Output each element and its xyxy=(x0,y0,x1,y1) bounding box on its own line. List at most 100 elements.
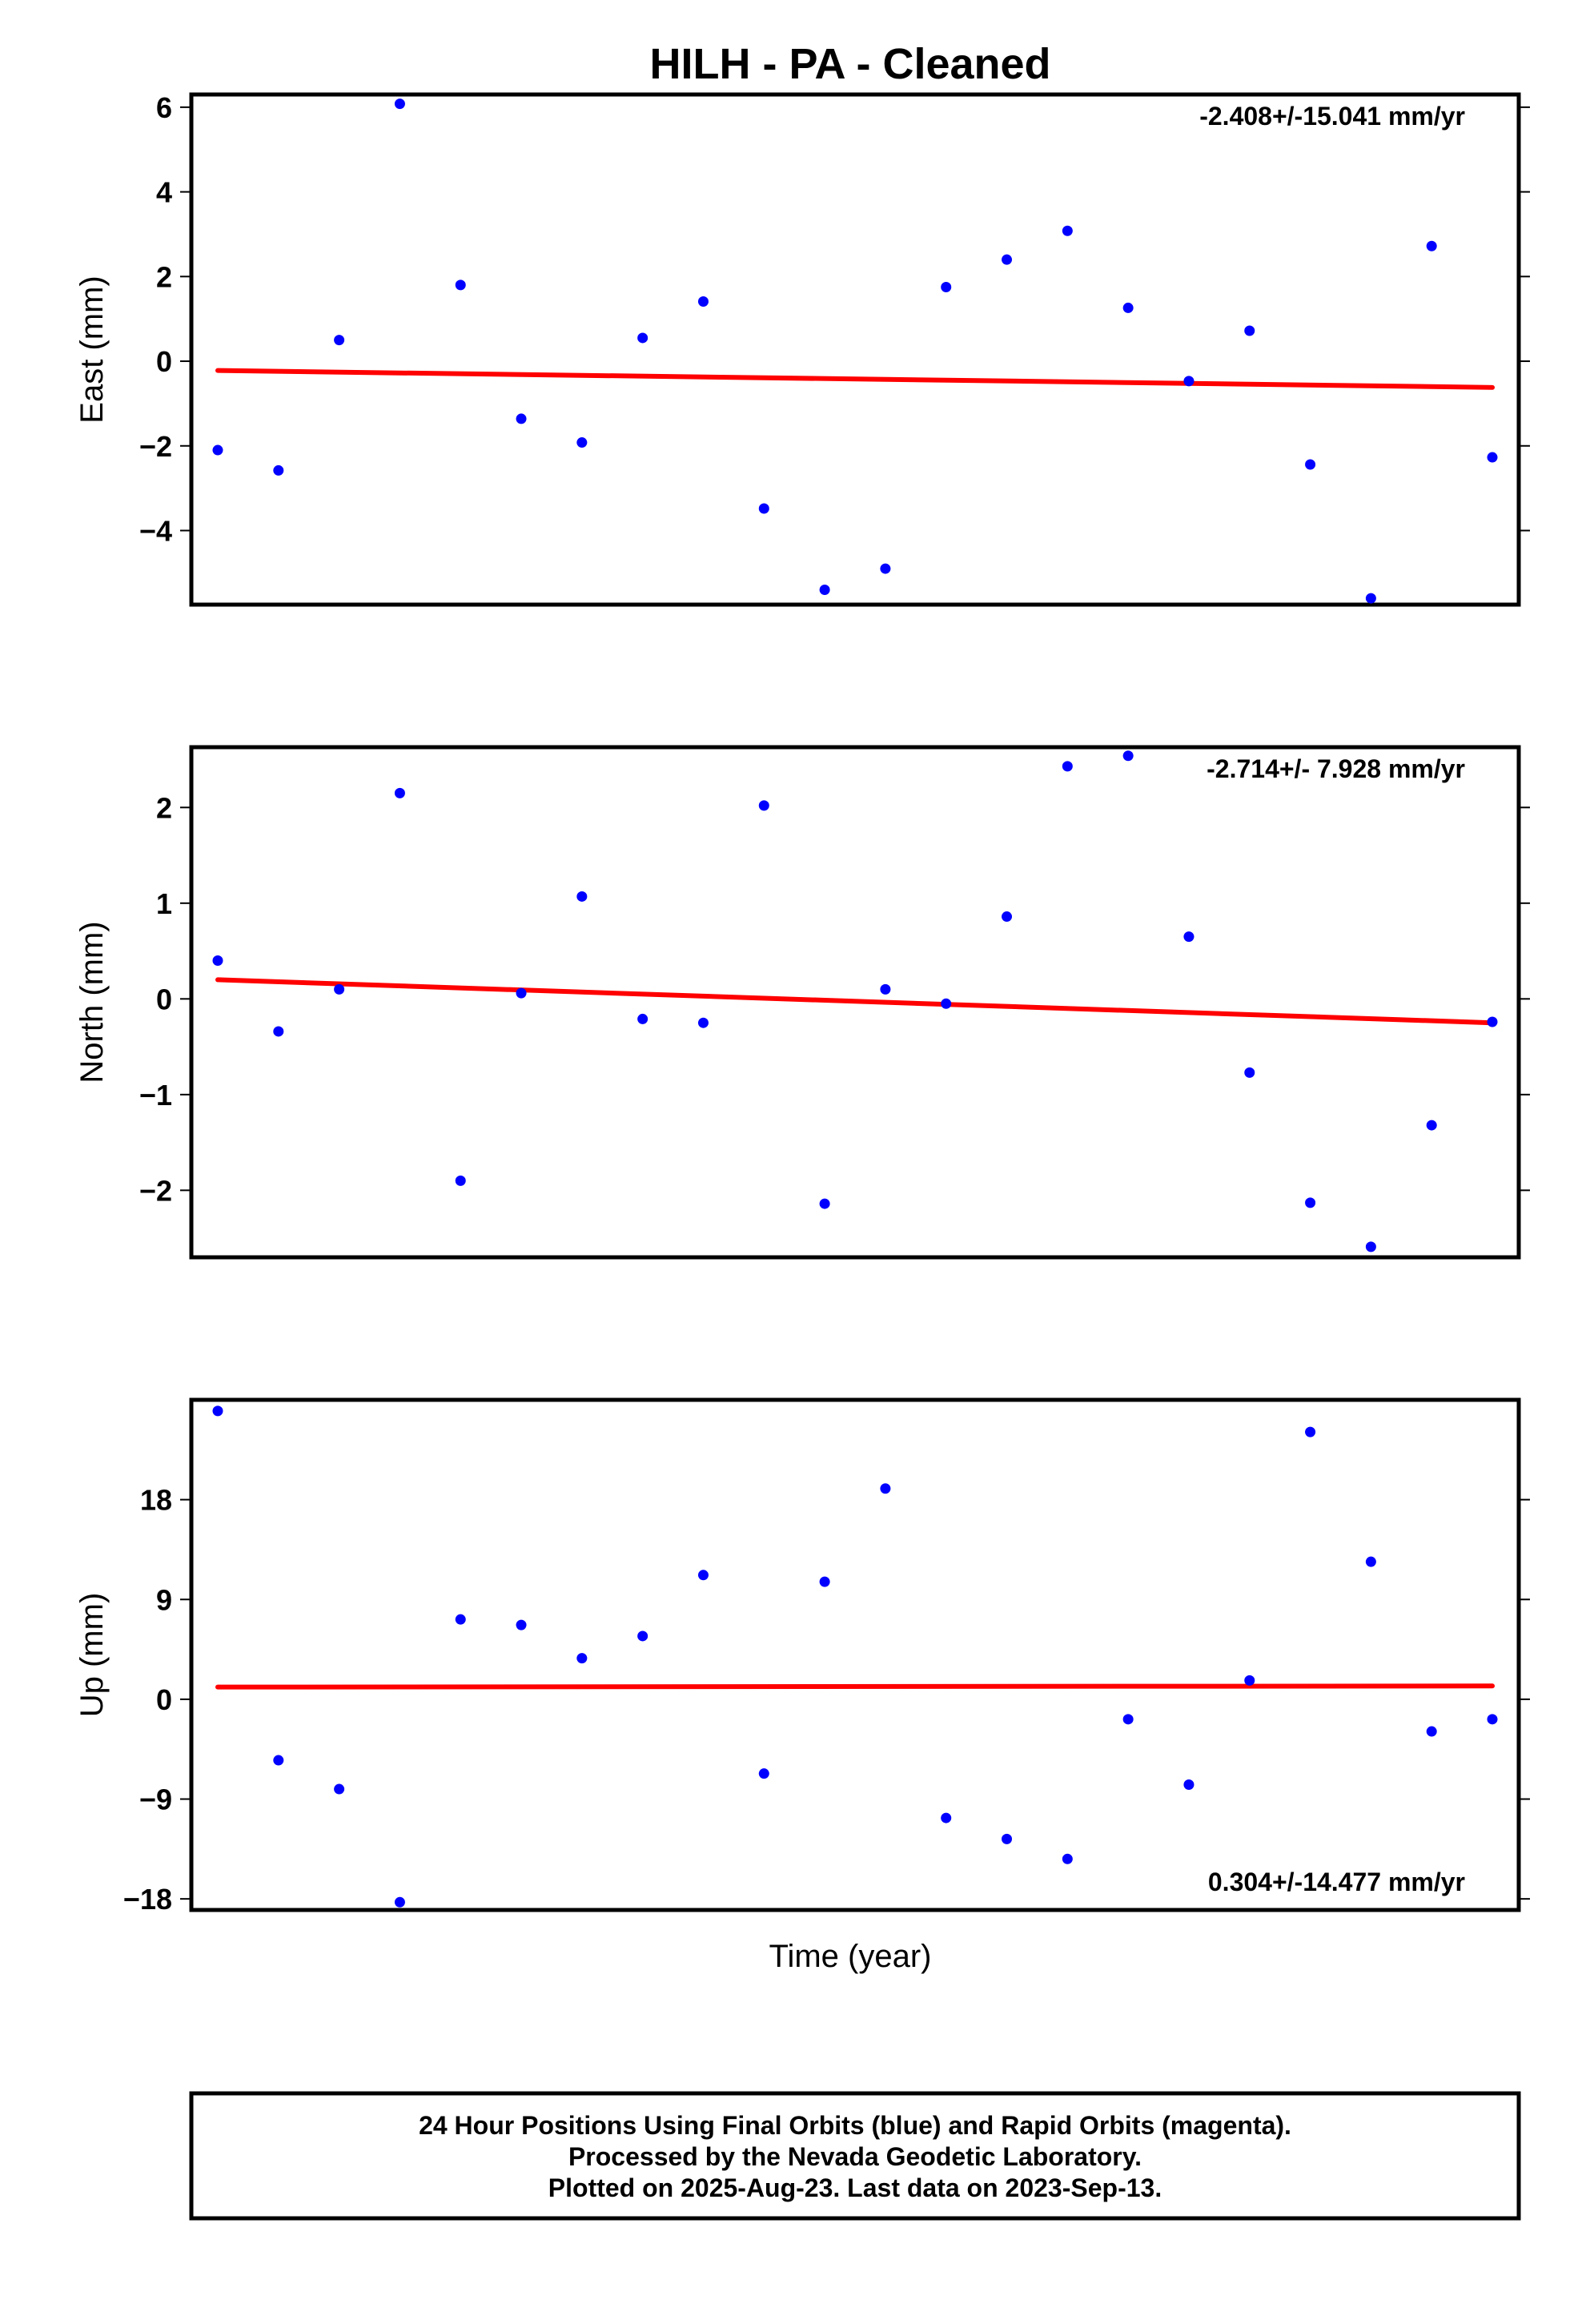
plot-frame xyxy=(189,92,1521,607)
data-point xyxy=(1244,325,1255,336)
data-point xyxy=(1487,1714,1498,1725)
data-point xyxy=(1002,911,1013,923)
data-point xyxy=(880,983,891,995)
data-point xyxy=(455,1175,466,1186)
footer-line-1: 24 Hour Positions Using Final Orbits (bl… xyxy=(419,2111,1291,2140)
y-tick-label: −18 xyxy=(123,1883,172,1916)
data-point xyxy=(1062,761,1073,772)
data-point xyxy=(880,563,891,574)
data-point xyxy=(212,444,223,456)
data-point xyxy=(212,1405,223,1417)
velocity-label: 0.304+/-14.477 mm/yr xyxy=(1208,1868,1465,1896)
x-axis-label: Time (year) xyxy=(769,1939,932,1974)
data-point xyxy=(637,1630,648,1642)
y-tick-label: 0 xyxy=(156,1683,172,1716)
data-point xyxy=(1062,1853,1073,1864)
y-tick-label: −1 xyxy=(139,1079,172,1112)
data-point xyxy=(394,99,405,110)
y-tick-label: 2 xyxy=(156,260,172,293)
data-point xyxy=(1244,1675,1255,1686)
data-point xyxy=(1487,1016,1498,1027)
y-tick-label: −2 xyxy=(139,1174,172,1207)
east-panel: 6 4 2 0 −2 −4 East (mm) -2.408+/-15.041 mm/yr xyxy=(74,91,1530,607)
data-point xyxy=(1426,1120,1437,1131)
y-tick-label: 9 xyxy=(156,1583,172,1616)
data-point xyxy=(273,1755,284,1766)
y-tick-label: 0 xyxy=(156,345,172,378)
data-point xyxy=(941,998,952,1009)
footer-line-3: Plotted on 2025-Aug-23. Last data on 202… xyxy=(548,2173,1162,2202)
data-point xyxy=(1183,1779,1195,1791)
footer-line-2: Processed by the Nevada Geodetic Laborat… xyxy=(568,2142,1142,2171)
y-tick-label: 18 xyxy=(140,1484,172,1517)
data-point xyxy=(576,1653,588,1664)
data-point xyxy=(1122,302,1134,313)
data-point xyxy=(1062,225,1073,236)
data-point xyxy=(1365,1241,1376,1252)
data-point xyxy=(697,296,709,308)
y-tick-label: −4 xyxy=(139,514,172,547)
data-point xyxy=(758,1768,769,1779)
footer-box xyxy=(189,2091,1521,2221)
data-point xyxy=(758,800,769,811)
y-tick-label: −9 xyxy=(139,1783,172,1816)
data-point xyxy=(394,787,405,798)
y-axis-label: North (mm) xyxy=(74,921,110,1083)
data-point xyxy=(637,1013,648,1024)
y-tick-label: 1 xyxy=(156,887,172,920)
data-point xyxy=(1426,1726,1437,1737)
data-point xyxy=(516,1619,527,1630)
data-point xyxy=(637,332,648,344)
data-point xyxy=(1487,452,1498,463)
data-point xyxy=(1305,459,1316,470)
data-point xyxy=(516,987,527,999)
trend-line xyxy=(215,977,1495,1026)
data-point xyxy=(758,503,769,514)
data-point xyxy=(273,464,284,476)
data-point xyxy=(941,282,952,293)
north-panel: 2 1 0 −1 −2 North (mm) -2.714+/- 7.928 mm/yr xyxy=(74,745,1530,1260)
data-point xyxy=(1305,1197,1316,1208)
velocity-label: -2.714+/- 7.928 mm/yr xyxy=(1207,754,1465,783)
y-tick-label: 6 xyxy=(156,91,172,124)
data-point xyxy=(819,1198,830,1209)
y-tick-label: 4 xyxy=(156,176,172,209)
data-point xyxy=(880,1483,891,1494)
y-tick-label: −2 xyxy=(139,430,172,463)
data-point xyxy=(212,955,223,967)
y-tick-label: 0 xyxy=(156,983,172,1015)
data-point xyxy=(697,1570,709,1581)
data-point xyxy=(1244,1067,1255,1078)
data-point xyxy=(273,1026,284,1037)
data-point xyxy=(1122,750,1134,762)
data-point xyxy=(455,1614,466,1625)
data-point xyxy=(1365,1556,1376,1567)
trend-line xyxy=(215,368,1495,390)
data-point xyxy=(334,983,345,995)
data-point xyxy=(1002,254,1013,265)
data-point xyxy=(1002,1833,1013,1844)
data-point xyxy=(334,335,345,346)
data-point xyxy=(576,891,588,902)
velocity-label: -2.408+/-15.041 mm/yr xyxy=(1199,102,1465,131)
data-point xyxy=(455,279,466,291)
data-point xyxy=(394,1896,405,1908)
data-point xyxy=(1365,593,1376,604)
data-point xyxy=(941,1812,952,1823)
data-point xyxy=(516,413,527,424)
plot-frame xyxy=(189,745,1521,1260)
y-tick-label: 2 xyxy=(156,791,172,824)
data-point xyxy=(1183,931,1195,943)
data-point xyxy=(1305,1426,1316,1437)
data-point xyxy=(819,1576,830,1587)
data-point xyxy=(1183,376,1195,387)
data-point xyxy=(1426,240,1437,251)
trend-line xyxy=(215,1683,1495,1690)
data-point xyxy=(697,1017,709,1028)
data-point xyxy=(576,437,588,448)
data-point xyxy=(1122,1714,1134,1725)
plot-frame xyxy=(189,1397,1521,1912)
up-panel: 18 9 0 −9 −18 Up (mm) 0.304+/-14.477 mm/yr xyxy=(74,1397,1530,1916)
data-point xyxy=(334,1783,345,1795)
